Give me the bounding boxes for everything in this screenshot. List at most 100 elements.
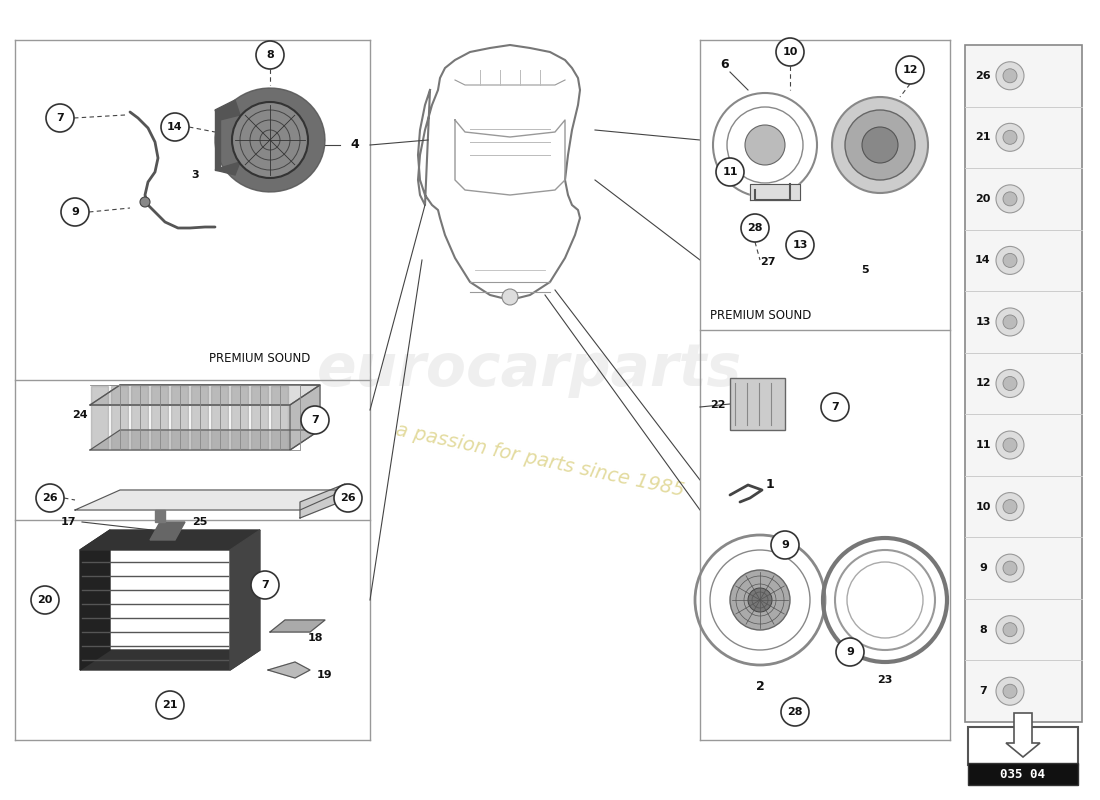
Text: 26: 26 <box>976 70 991 81</box>
Text: 11: 11 <box>723 167 738 177</box>
FancyBboxPatch shape <box>968 763 1078 785</box>
Polygon shape <box>191 386 208 449</box>
Text: 6: 6 <box>720 58 729 71</box>
Circle shape <box>156 691 184 719</box>
Text: 9: 9 <box>781 540 789 550</box>
Polygon shape <box>214 100 240 120</box>
Text: 27: 27 <box>760 257 775 267</box>
Polygon shape <box>170 386 188 449</box>
Text: 17: 17 <box>60 517 76 527</box>
Text: 5: 5 <box>861 265 869 275</box>
Circle shape <box>748 588 772 612</box>
Circle shape <box>46 104 74 132</box>
Text: PREMIUM SOUND: PREMIUM SOUND <box>710 309 812 322</box>
Polygon shape <box>231 386 248 449</box>
Circle shape <box>301 406 329 434</box>
Circle shape <box>996 678 1024 706</box>
Circle shape <box>996 370 1024 398</box>
Text: 20: 20 <box>37 595 53 605</box>
Text: eurocarparts: eurocarparts <box>318 342 742 398</box>
Text: 22: 22 <box>711 400 726 410</box>
Polygon shape <box>91 386 108 449</box>
Polygon shape <box>216 88 324 192</box>
Text: 26: 26 <box>340 493 355 503</box>
Polygon shape <box>80 530 260 550</box>
Polygon shape <box>80 530 110 670</box>
Circle shape <box>776 38 804 66</box>
Text: 9: 9 <box>72 207 79 217</box>
Circle shape <box>745 125 785 165</box>
Text: 9: 9 <box>846 647 854 657</box>
FancyArrow shape <box>1006 713 1040 757</box>
Circle shape <box>31 586 59 614</box>
Text: 24: 24 <box>73 410 88 420</box>
FancyBboxPatch shape <box>968 727 1078 765</box>
Polygon shape <box>214 162 240 175</box>
Polygon shape <box>150 522 185 540</box>
Polygon shape <box>155 510 165 522</box>
Text: 2: 2 <box>756 681 764 694</box>
Circle shape <box>1003 192 1018 206</box>
Circle shape <box>1003 499 1018 514</box>
Circle shape <box>36 484 64 512</box>
Text: 23: 23 <box>878 675 893 685</box>
Circle shape <box>232 102 308 178</box>
Text: 8: 8 <box>266 50 274 60</box>
Text: 26: 26 <box>42 493 58 503</box>
Text: 9: 9 <box>979 563 987 573</box>
Polygon shape <box>270 620 324 632</box>
Text: 21: 21 <box>163 700 178 710</box>
Circle shape <box>786 231 814 259</box>
Text: 7: 7 <box>979 686 987 696</box>
Circle shape <box>251 571 279 599</box>
Polygon shape <box>750 184 800 200</box>
Circle shape <box>996 431 1024 459</box>
Circle shape <box>832 97 928 193</box>
Polygon shape <box>80 650 260 670</box>
Text: 3: 3 <box>191 170 199 180</box>
Circle shape <box>996 308 1024 336</box>
Polygon shape <box>230 530 260 670</box>
Text: 035 04: 035 04 <box>1001 767 1045 781</box>
Text: 1: 1 <box>766 478 774 491</box>
Polygon shape <box>300 484 345 518</box>
Circle shape <box>1003 377 1018 390</box>
Polygon shape <box>290 385 320 450</box>
Text: 10: 10 <box>782 47 797 57</box>
Text: 25: 25 <box>192 517 208 527</box>
Circle shape <box>741 214 769 242</box>
Text: 20: 20 <box>976 194 991 204</box>
Polygon shape <box>90 385 320 405</box>
Circle shape <box>1003 315 1018 329</box>
Polygon shape <box>151 386 168 449</box>
Polygon shape <box>271 386 288 449</box>
Text: 8: 8 <box>979 625 987 634</box>
Circle shape <box>996 123 1024 151</box>
Text: 7: 7 <box>311 415 319 425</box>
Text: 18: 18 <box>307 633 322 643</box>
Circle shape <box>845 110 915 180</box>
Circle shape <box>161 113 189 141</box>
Circle shape <box>786 704 803 720</box>
Text: 12: 12 <box>976 378 991 389</box>
Polygon shape <box>214 110 220 170</box>
Text: 7: 7 <box>56 113 64 123</box>
Circle shape <box>60 198 89 226</box>
Circle shape <box>1003 622 1018 637</box>
Circle shape <box>730 570 790 630</box>
Text: 4: 4 <box>351 138 360 151</box>
Circle shape <box>862 127 898 163</box>
Circle shape <box>836 638 864 666</box>
Circle shape <box>716 158 744 186</box>
Polygon shape <box>111 386 128 449</box>
Text: 12: 12 <box>902 65 917 75</box>
Circle shape <box>996 62 1024 90</box>
Text: 13: 13 <box>976 317 991 327</box>
Circle shape <box>996 616 1024 644</box>
Text: 10: 10 <box>976 502 991 511</box>
Polygon shape <box>211 386 228 449</box>
Circle shape <box>1003 438 1018 452</box>
Circle shape <box>502 289 518 305</box>
Circle shape <box>821 393 849 421</box>
Polygon shape <box>268 662 310 678</box>
